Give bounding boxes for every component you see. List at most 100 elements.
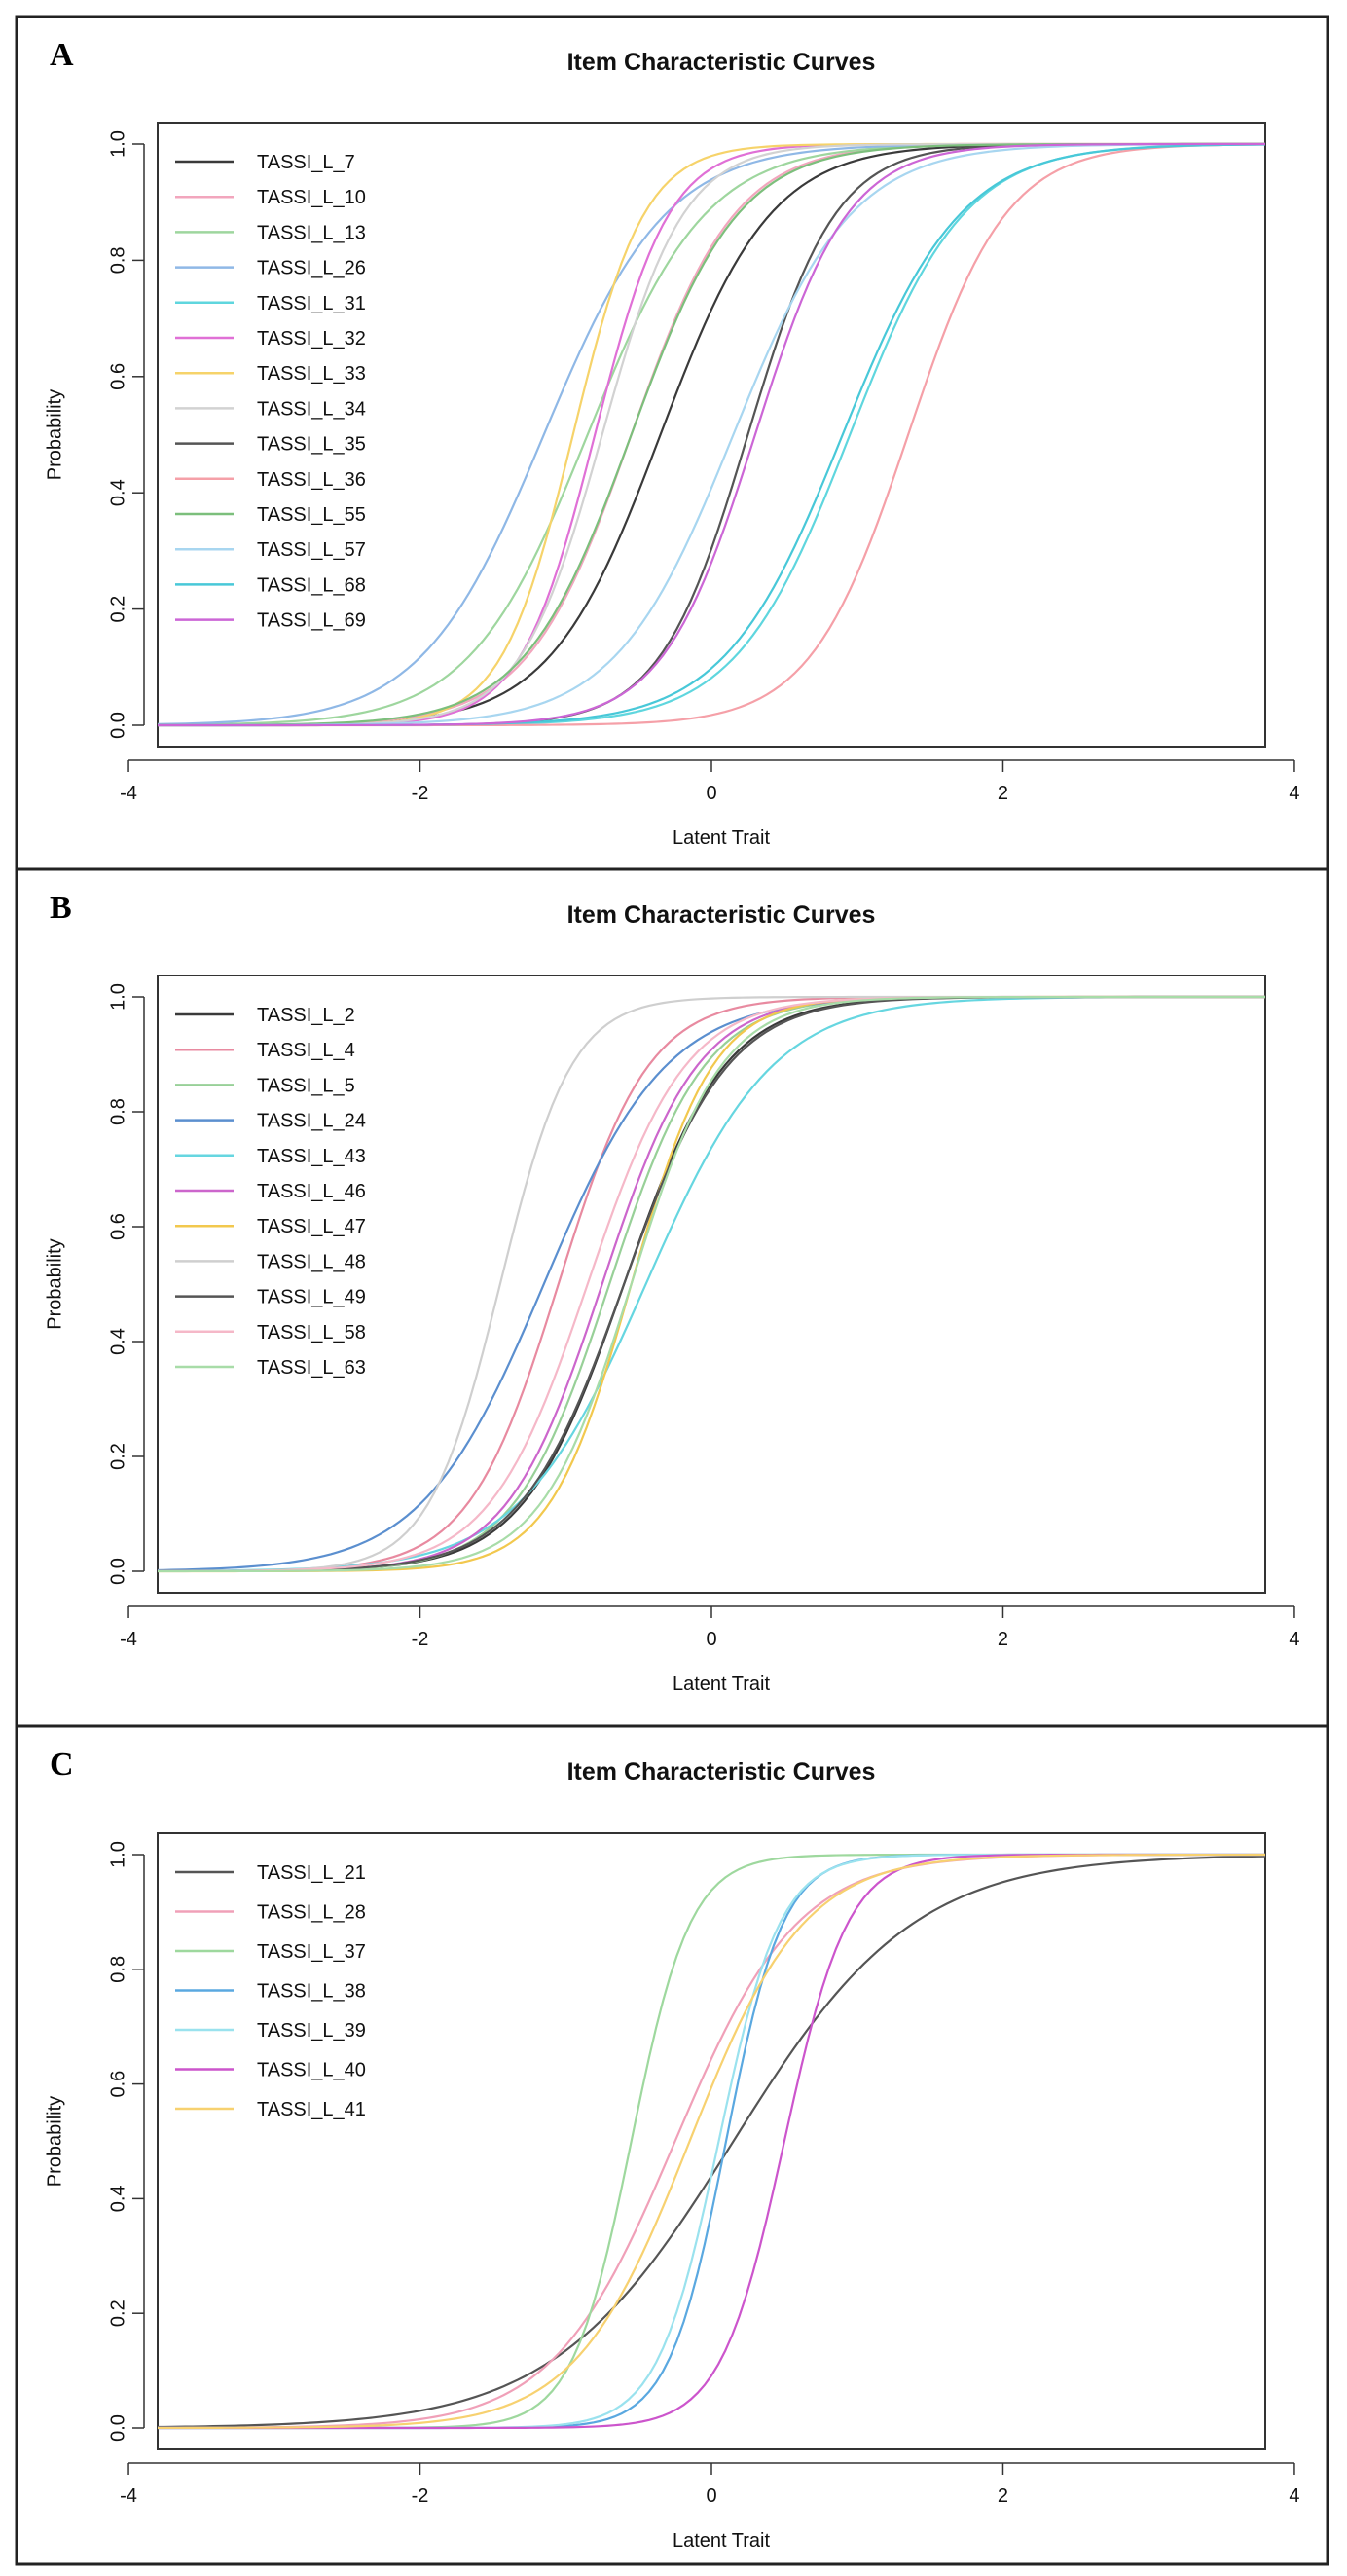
y-tick-label: 0.2 [107,1443,128,1470]
legend-label: TASSI_L_10 [257,187,366,208]
series-line-tassi-l-41 [158,1853,1265,2430]
x-tick-label: 2 [998,783,1008,804]
legend-label: TASSI_L_2 [257,1005,355,1026]
legend-label: TASSI_L_38 [257,1981,366,2003]
legend-item: TASSI_L_57 [175,539,366,561]
panel-frame [15,1724,1329,2566]
chart-title: Item Characteristic Curves [567,1758,876,1785]
legend-label: TASSI_L_47 [257,1216,366,1237]
legend-item: TASSI_L_58 [175,1322,366,1343]
legend-item: TASSI_L_41 [175,2099,366,2120]
chart-panel-c: C Item Characteristic Curves -4 -2 0 2 4 Latent… [15,1724,1329,2566]
x-tick-label: -2 [412,1629,429,1650]
y-axis-label: Probability [44,1238,65,1329]
x-tick-label: 0 [706,783,716,804]
plot-area [157,122,1266,748]
legend-item: TASSI_L_26 [175,258,366,279]
x-axis-label: Latent Trait [673,1674,771,1695]
legend-label: TASSI_L_57 [257,539,366,561]
legend-item: TASSI_L_46 [175,1181,366,1202]
plot-area [157,975,1266,1594]
legend-label: TASSI_L_48 [257,1251,366,1272]
y-tick-label: 0.6 [107,2071,128,2098]
y-tick-label: 0.6 [107,1213,128,1240]
legend-label: TASSI_L_36 [257,469,366,491]
legend-item: TASSI_L_39 [175,2020,366,2042]
x-tick-label: 4 [1289,783,1299,804]
y-tick-label: 1.0 [107,983,128,1011]
legend: TASSI_L_7 TASSI_L_10 TASSI_L_13 TASSI_L_26 T… [175,152,366,632]
legend-label: TASSI_L_40 [257,2060,366,2081]
x-tick-label: -2 [412,2485,429,2507]
chart-title: Item Characteristic Curves [567,902,876,929]
panel-frame [15,867,1329,1728]
legend-label: TASSI_L_39 [257,2020,366,2042]
legend-label: TASSI_L_43 [257,1146,366,1167]
x-tick-label: 2 [998,1629,1008,1650]
x-tick-label: -2 [412,783,429,804]
legend-label: TASSI_L_4 [257,1040,355,1061]
y-tick-label: 0.0 [107,1558,128,1585]
legend-label: TASSI_L_28 [257,1902,366,1924]
y-tick-label: 0.8 [107,1098,128,1125]
legend-label: TASSI_L_5 [257,1075,355,1096]
panel-letter: C [50,1747,74,1783]
chart-title: Item Characteristic Curves [567,49,876,76]
legend-label: TASSI_L_41 [257,2099,366,2120]
y-tick-label: 0.4 [107,479,128,506]
legend-item: TASSI_L_34 [175,398,366,420]
curves [158,1853,1265,2430]
y-axis-label: Probability [44,2096,65,2187]
legend-label: TASSI_L_32 [257,328,366,350]
legend-label: TASSI_L_63 [257,1357,366,1379]
legend-item: TASSI_L_40 [175,2060,366,2081]
legend-item: TASSI_L_38 [175,1981,366,2003]
curves [158,142,1265,727]
legend-label: TASSI_L_31 [257,293,366,314]
panel-frame [15,15,1329,871]
series-line-tassi-l-69 [158,142,1265,727]
legend-item: TASSI_L_32 [175,328,366,350]
panel-letter: A [50,37,74,73]
x-tick-label: 0 [706,2485,716,2507]
legend-label: TASSI_L_13 [257,222,366,243]
legend-label: TASSI_L_33 [257,363,366,385]
legend-item: TASSI_L_13 [175,222,366,243]
chart-panel-a: A Item Characteristic Curves -4 -2 0 2 4 Latent… [15,15,1329,871]
legend-item: TASSI_L_21 [175,1862,366,1884]
legend-label: TASSI_L_21 [257,1862,366,1884]
legend-item: TASSI_L_47 [175,1216,366,1237]
x-axis-label: Latent Trait [673,828,771,849]
curves [158,995,1265,1573]
x-tick-label: 4 [1289,2485,1299,2507]
legend-label: TASSI_L_69 [257,610,366,632]
legend: TASSI_L_21 TASSI_L_28 TASSI_L_37 TASSI_L_38… [175,1862,366,2120]
y-tick-label: 0.6 [107,363,128,390]
legend-item: TASSI_L_49 [175,1287,366,1308]
y-tick-label: 0.0 [107,712,128,739]
legend-label: TASSI_L_34 [257,398,366,420]
legend-item: TASSI_L_4 [175,1040,355,1061]
legend-item: TASSI_L_43 [175,1146,366,1167]
legend-item: TASSI_L_48 [175,1251,366,1272]
legend: TASSI_L_2 TASSI_L_4 TASSI_L_5 TASSI_L_24 TAS… [175,1005,366,1379]
legend-label: TASSI_L_58 [257,1322,366,1343]
chart-panel-b: B Item Characteristic Curves -4 -2 0 2 4 Latent… [15,867,1329,1728]
legend-label: TASSI_L_49 [257,1287,366,1308]
x-axis-label: Latent Trait [673,2530,771,2552]
legend-item: TASSI_L_35 [175,434,366,456]
legend-item: TASSI_L_5 [175,1075,355,1096]
x-tick-label: 2 [998,2485,1008,2507]
legend-item: TASSI_L_36 [175,469,366,491]
y-tick-label: 0.8 [107,246,128,274]
y-axis-label: Probability [44,389,65,480]
legend-item: TASSI_L_10 [175,187,366,208]
y-tick-label: 0.2 [107,596,128,623]
legend-label: TASSI_L_35 [257,434,366,456]
legend-item: TASSI_L_55 [175,504,366,526]
y-tick-label: 0.4 [107,1328,128,1355]
legend-item: TASSI_L_33 [175,363,366,385]
legend-item: TASSI_L_63 [175,1357,366,1379]
y-tick-label: 0.2 [107,2300,128,2327]
